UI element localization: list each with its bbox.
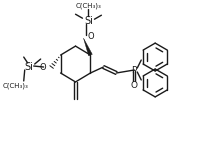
Text: Si: Si	[84, 16, 93, 26]
Text: P: P	[132, 66, 137, 74]
Polygon shape	[83, 38, 92, 56]
Text: Si: Si	[24, 62, 33, 72]
Text: O: O	[87, 32, 94, 41]
Text: C(CH₃)₃: C(CH₃)₃	[76, 2, 101, 8]
Text: O: O	[39, 62, 46, 71]
Text: C(CH₃)₃: C(CH₃)₃	[3, 83, 29, 89]
Text: O: O	[131, 81, 138, 90]
